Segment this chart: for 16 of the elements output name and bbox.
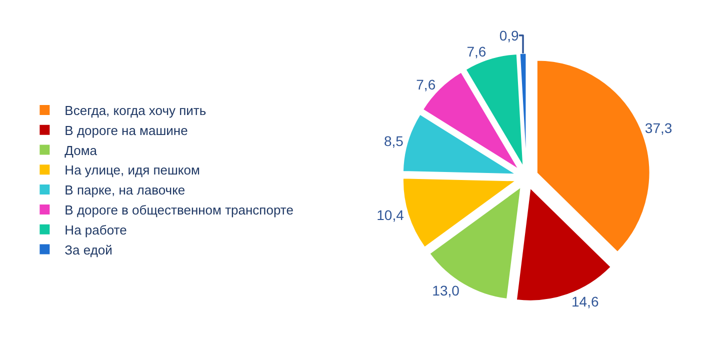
data-label: 8,5 bbox=[384, 133, 404, 150]
legend-label: На улице, идя пешком bbox=[64, 162, 200, 178]
legend-label: На работе bbox=[64, 222, 127, 238]
legend-label: Всегда, когда хочу пить bbox=[64, 103, 206, 118]
data-label: 14,6 bbox=[571, 294, 599, 310]
data-label: 10,4 bbox=[376, 207, 404, 224]
legend-label: Дома bbox=[64, 142, 98, 158]
legend-label: В дороге на машине bbox=[64, 122, 188, 138]
data-label: 7,6 bbox=[466, 43, 486, 60]
legend-label: В парке, на лавочке bbox=[64, 182, 186, 198]
legend-label: За едой bbox=[64, 242, 112, 258]
legend-label: В дороге в общественном транспорте bbox=[64, 202, 294, 218]
data-label: 0,9 bbox=[499, 27, 520, 44]
data-label: 7,6 bbox=[416, 76, 436, 92]
data-label: 37,3 bbox=[644, 120, 672, 136]
data-label: 13,0 bbox=[432, 282, 460, 298]
